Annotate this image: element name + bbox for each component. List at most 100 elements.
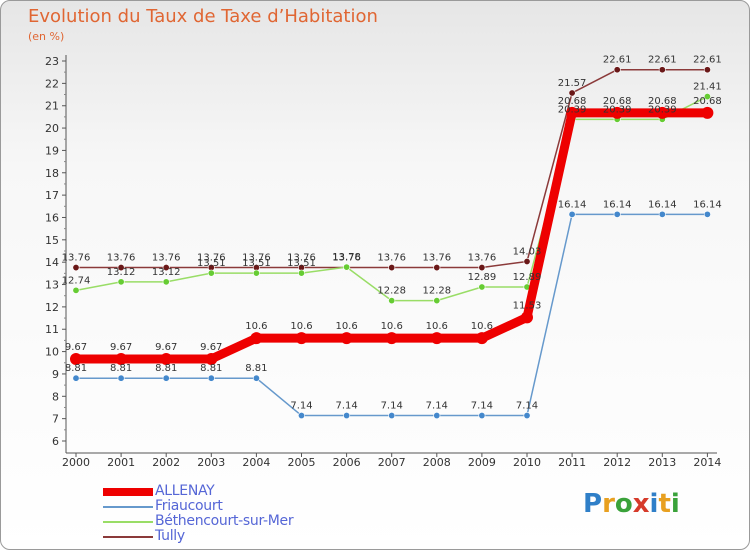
data-point-tully	[388, 264, 396, 272]
data-point-friaucourt	[162, 374, 170, 382]
data-point-friaucourt	[703, 210, 711, 218]
data-label-friaucourt: 8.81	[200, 363, 222, 374]
data-point-b-thencourt-sur-mer	[297, 269, 305, 277]
data-point-friaucourt	[117, 374, 125, 382]
y-tick-label: 21	[45, 100, 59, 113]
data-label-b-thencourt-sur-mer: 21.41	[693, 82, 722, 93]
data-point-friaucourt	[252, 374, 260, 382]
data-point-friaucourt	[613, 210, 621, 218]
data-point-b-thencourt-sur-mer	[703, 93, 711, 101]
data-label-tully: 22.61	[603, 55, 632, 66]
data-label-friaucourt: 7.14	[381, 401, 403, 412]
legend-label-bethencourt: Béthencourt-sur-Mer	[155, 513, 294, 529]
data-point-tully	[703, 66, 711, 74]
data-point-b-thencourt-sur-mer	[72, 286, 80, 294]
data-label-allenay: 9.67	[200, 342, 222, 353]
y-tick-label: 20	[45, 122, 59, 135]
data-point-allenay	[611, 106, 624, 119]
data-labels-layer: 13.76 13.76 13.76 13.76 13.76 13.76 13.76 13.76…	[62, 55, 722, 412]
data-label-tully: 13.76	[377, 253, 406, 264]
data-point-tully	[613, 66, 621, 74]
data-label-tully: 22.61	[648, 55, 677, 66]
y-tick-label: 23	[45, 55, 59, 68]
data-label-allenay: 9.67	[110, 342, 132, 353]
y-tick-label: 14	[45, 256, 59, 269]
data-label-allenay: 10.6	[426, 321, 448, 332]
data-point-tully	[478, 264, 486, 272]
x-tick-label: 2001	[107, 456, 135, 469]
data-label-tully: 13.76	[468, 253, 497, 264]
data-point-b-thencourt-sur-mer	[433, 297, 441, 305]
data-point-friaucourt	[207, 374, 215, 382]
data-point-allenay	[566, 106, 579, 119]
data-label-friaucourt: 16.14	[558, 199, 587, 210]
data-point-b-thencourt-sur-mer	[478, 283, 486, 291]
x-tick-label: 2008	[423, 456, 451, 469]
data-point-allenay	[656, 106, 669, 119]
data-label-b-thencourt-sur-mer: 13.78	[332, 252, 361, 263]
data-label-b-thencourt-sur-mer: 13.12	[152, 267, 181, 278]
data-point-b-thencourt-sur-mer	[388, 297, 396, 305]
data-point-allenay	[475, 332, 488, 345]
data-label-tully: 22.61	[693, 55, 722, 66]
axes: 6 7 8 9 10 11 12 13 14 15 16 17 18 19 20 21 22 23 2000 2001…	[45, 55, 721, 469]
data-point-tully	[162, 264, 170, 272]
series-layer	[70, 66, 714, 420]
data-label-friaucourt: 8.81	[110, 363, 132, 374]
data-label-friaucourt: 7.14	[426, 401, 448, 412]
data-label-friaucourt: 8.81	[245, 363, 267, 374]
data-point-allenay	[295, 332, 308, 345]
data-label-tully: 13.76	[287, 253, 316, 264]
data-point-friaucourt	[388, 412, 396, 420]
data-label-tully: 13.76	[422, 253, 451, 264]
data-label-allenay: 20.68	[693, 96, 722, 107]
logo-letter: r	[602, 489, 615, 519]
logo-letter: t	[658, 489, 671, 519]
y-tick-label: 12	[45, 301, 59, 314]
data-label-b-thencourt-sur-mer: 13.12	[107, 267, 136, 278]
logo-letter: P	[583, 489, 603, 519]
y-tick-label: 19	[45, 144, 59, 157]
data-label-b-thencourt-sur-mer: 13.51	[287, 258, 316, 269]
x-tick-label: 2007	[378, 456, 406, 469]
data-point-friaucourt	[478, 412, 486, 420]
data-label-tully: 21.57	[558, 78, 587, 89]
y-tick-label: 18	[45, 167, 59, 180]
data-point-tully	[117, 264, 125, 272]
data-point-tully	[568, 89, 576, 97]
data-point-b-thencourt-sur-mer	[207, 269, 215, 277]
data-point-b-thencourt-sur-mer	[252, 269, 260, 277]
y-tick-label: 15	[45, 234, 59, 247]
data-label-tully: 13.76	[62, 253, 91, 264]
data-point-friaucourt	[658, 210, 666, 218]
x-tick-label: 2002	[152, 456, 180, 469]
x-tick-label: 2005	[288, 456, 316, 469]
data-label-b-thencourt-sur-mer: 13.51	[242, 258, 271, 269]
data-label-friaucourt: 7.14	[471, 401, 493, 412]
data-point-tully	[433, 264, 441, 272]
data-label-b-thencourt-sur-mer: 12.89	[513, 272, 542, 283]
data-point-tully	[658, 66, 666, 74]
logo-letter: o	[614, 489, 633, 519]
x-tick-label: 2000	[62, 456, 90, 469]
data-point-friaucourt	[297, 412, 305, 420]
y-tick-label: 17	[45, 189, 59, 202]
x-tick-label: 2003	[197, 456, 225, 469]
x-tick-label: 2010	[513, 456, 541, 469]
data-label-allenay: 10.6	[471, 321, 493, 332]
proxiti-logo: Proxiti	[583, 489, 680, 519]
data-point-friaucourt	[72, 374, 80, 382]
data-label-b-thencourt-sur-mer: 20.39	[558, 104, 587, 115]
data-label-friaucourt: 7.14	[290, 401, 312, 412]
y-tick-label: 8	[52, 390, 59, 403]
x-tick-label: 2011	[558, 456, 586, 469]
data-label-friaucourt: 16.14	[648, 199, 677, 210]
data-label-tully: 13.76	[152, 253, 181, 264]
data-point-b-thencourt-sur-mer	[162, 278, 170, 286]
data-label-tully: 13.76	[242, 253, 271, 264]
x-tick-label: 2004	[242, 456, 270, 469]
y-tick-label: 16	[45, 211, 59, 224]
data-label-friaucourt: 16.14	[603, 199, 632, 210]
